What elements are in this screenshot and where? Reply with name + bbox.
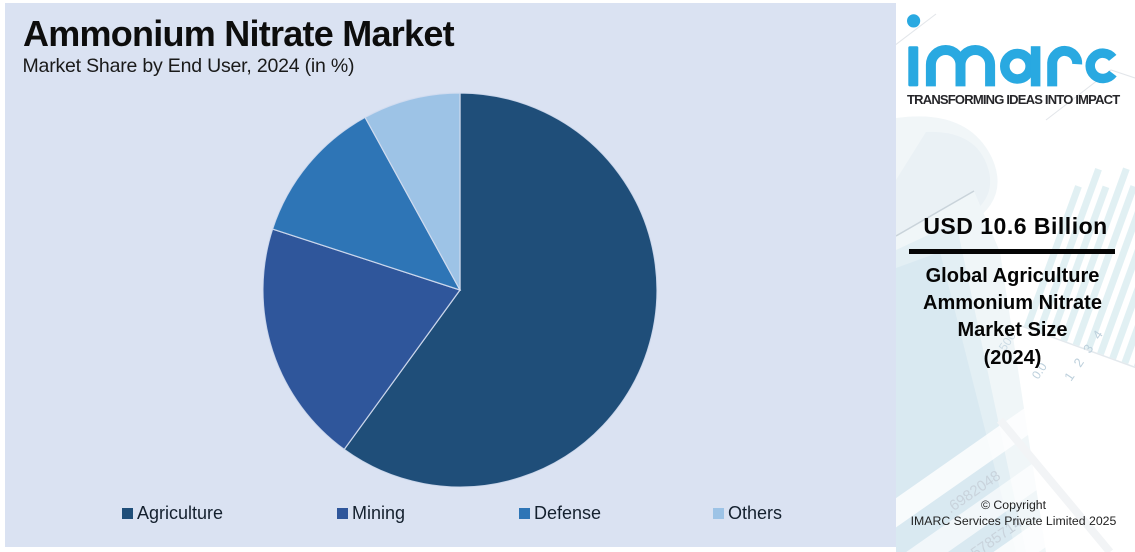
svg-text:TRANSFORMING IDEAS INTO IMPACT: TRANSFORMING IDEAS INTO IMPACT (907, 92, 1120, 107)
